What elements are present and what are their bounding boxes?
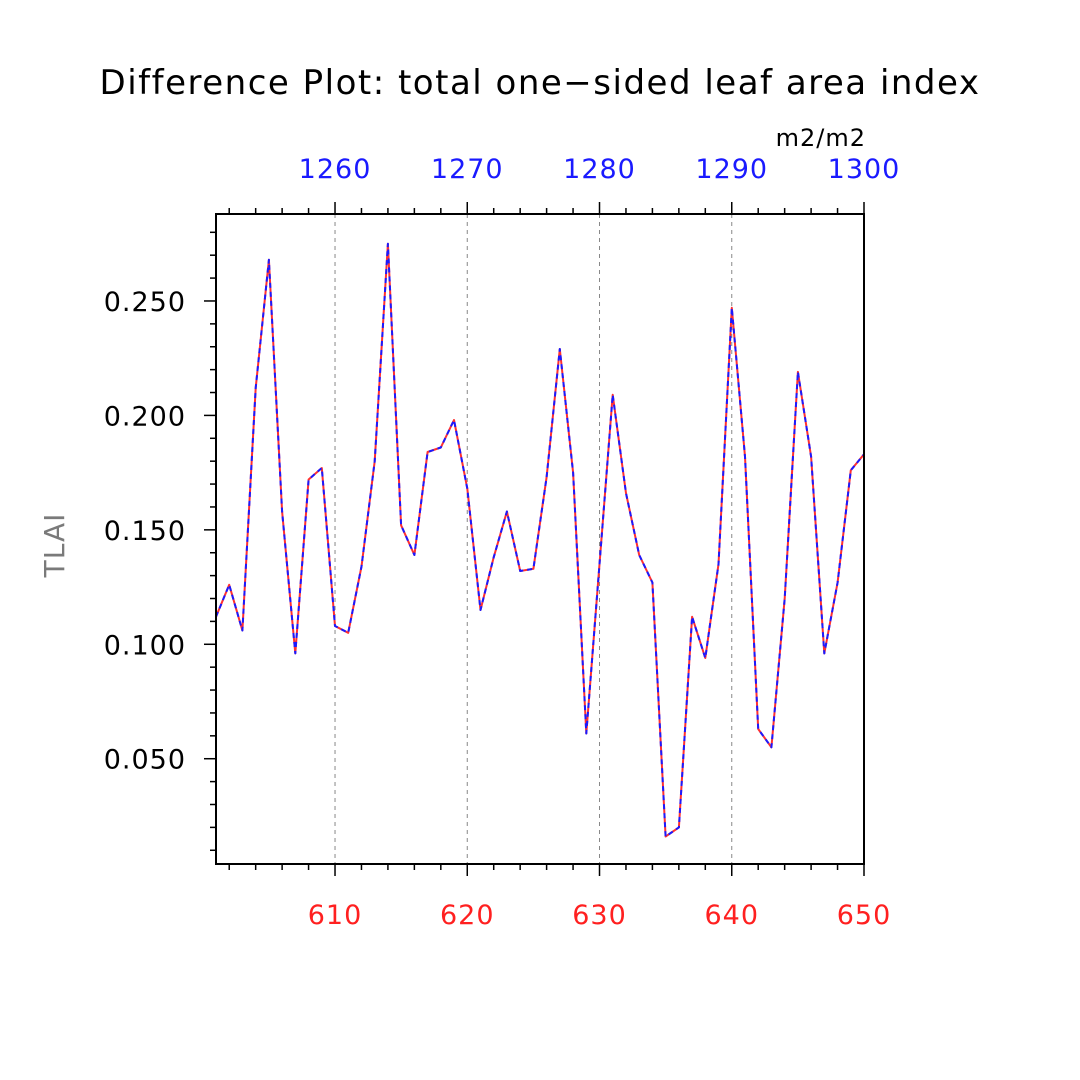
- y-tick-label: 0.150: [104, 516, 186, 547]
- grid-lines: [334, 214, 733, 864]
- units-label: m2/m2: [776, 124, 866, 152]
- y-tick-label: 0.200: [104, 401, 186, 432]
- top-x-tick-labels: 1260 1270 1280 1290 1300: [299, 154, 901, 185]
- series-line-red: [215, 242, 865, 838]
- y-tick-label: 0.050: [104, 745, 186, 776]
- y-tick-label: 0.250: [104, 287, 186, 318]
- y-tick-label: 0.100: [104, 630, 186, 661]
- bottom-x-tick-label: 620: [440, 900, 495, 931]
- bottom-x-tick-label: 630: [572, 900, 627, 931]
- bottom-x-tick-label: 650: [837, 900, 892, 931]
- series-line-blue: [215, 242, 865, 838]
- bottom-x-tick-labels: 610 620 630 640 650: [308, 900, 892, 931]
- bottom-x-tick-label: 640: [704, 900, 759, 931]
- bottom-x-tick-label: 610: [308, 900, 363, 931]
- y-tick-labels: 0.050 0.100 0.150 0.200 0.250: [104, 287, 186, 776]
- top-x-tick-label: 1260: [299, 154, 372, 185]
- chart-title: Difference Plot: total one−sided leaf ar…: [100, 63, 981, 103]
- series-lines: [215, 242, 865, 838]
- y-axis-label: TLAI: [38, 513, 71, 579]
- plot-frame: [215, 213, 865, 865]
- axis-ticks: [204, 202, 865, 876]
- top-x-tick-label: 1280: [563, 154, 636, 185]
- top-x-tick-label: 1290: [695, 154, 768, 185]
- top-x-tick-label: 1270: [431, 154, 504, 185]
- top-x-tick-label: 1300: [828, 154, 901, 185]
